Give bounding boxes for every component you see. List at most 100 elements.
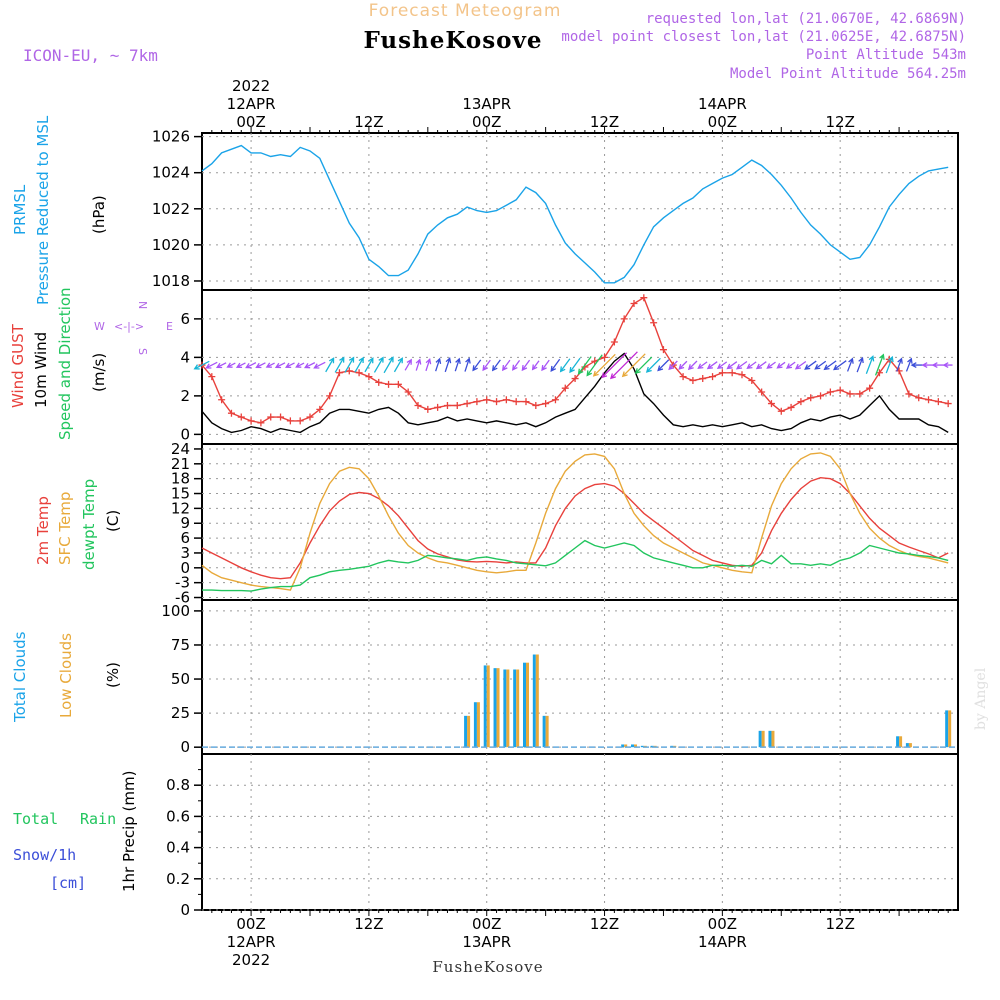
total-cloud-bar: [945, 710, 949, 748]
gust-point: [522, 398, 530, 406]
wind-arrow: [823, 360, 837, 371]
wind-unit-label: (m/s): [90, 353, 108, 392]
wind-arrow: [856, 356, 864, 373]
total-cloud-bar: [513, 669, 517, 748]
bottom-time-label: 12Z: [354, 915, 383, 933]
wind-arrow: [313, 361, 326, 369]
low-cloud-bar: [506, 669, 510, 748]
wind-arrow: [255, 362, 266, 369]
gust-point: [738, 371, 746, 379]
gust-point: [404, 388, 412, 396]
series-layer: [193, 144, 958, 748]
bottom-time-label: 12APR: [227, 933, 276, 951]
bottom-time-label: 12Z: [590, 915, 619, 933]
temp-dewpt-label: dewpt Temp: [80, 479, 98, 570]
temp-2m-label: 2m Temp: [34, 496, 52, 565]
prmsl-unit-label: (hPa): [90, 195, 108, 234]
total-cloud-bar: [493, 668, 497, 748]
total-cloud-bar: [473, 702, 477, 748]
y-tick-label: 0.8: [166, 776, 190, 794]
wind-arrow: [766, 361, 776, 369]
wind-arrow: [785, 361, 796, 369]
wind-arrow: [193, 360, 210, 370]
y-tick-label: 1026: [152, 128, 190, 146]
total-cloud-bar: [621, 744, 625, 748]
wind-arrow: [896, 357, 903, 372]
wind-arrow: [521, 359, 531, 372]
low-cloud-bar: [467, 715, 471, 748]
temp-sfc-label: SFC Temp: [56, 492, 74, 565]
wind-arrow: [621, 353, 646, 378]
y-tick-label: 0.2: [166, 870, 190, 888]
gust-point: [905, 390, 913, 398]
gust-point: [335, 369, 343, 377]
wind-arrow: [874, 353, 885, 376]
wind-arrow: [592, 353, 616, 377]
low-cloud-bar: [535, 654, 539, 748]
y-tick-label: -3: [175, 574, 190, 592]
gust-point: [443, 402, 451, 409]
rain-label: Rain: [80, 810, 116, 828]
wind-arrow: [645, 357, 661, 373]
wind-arrow: [687, 360, 698, 371]
wind-arrow: [846, 357, 854, 372]
top-time-label: 00Z: [708, 113, 737, 131]
wind-arrow: [303, 362, 316, 369]
temp-labels: 2m Temp SFC Temp dewpt Temp (C): [34, 479, 122, 570]
wind-arrow: [491, 359, 501, 372]
gust-point: [473, 398, 481, 406]
y-tick-label: 0: [180, 559, 190, 577]
wind-arrow: [804, 360, 817, 370]
gust-point: [679, 373, 687, 381]
bottom-time-label: 12Z: [825, 915, 854, 933]
gust-point: [424, 405, 432, 413]
wind-arrow: [354, 356, 364, 373]
gust-point: [689, 376, 697, 384]
wind-arrow: [454, 357, 461, 372]
wind-arrow: [634, 356, 653, 375]
wind-arrow: [435, 357, 442, 372]
y-tick-label: 3: [180, 544, 190, 562]
total-label: Total: [13, 810, 58, 828]
wind-arrow: [472, 359, 482, 372]
wind-arrow: [833, 360, 847, 371]
compass-s: S: [136, 348, 149, 355]
wind-arrow: [531, 360, 540, 371]
series-line-sfc-temp: [201, 452, 949, 591]
y-tick-label: 1024: [152, 164, 190, 182]
wind-arrow: [364, 357, 374, 373]
wind-desc-label: Speed and Direction: [56, 287, 74, 440]
gust-point: [326, 392, 334, 400]
wind-arrow: [678, 360, 688, 370]
wind-arrow: [334, 356, 345, 373]
wind-arrow: [577, 356, 592, 375]
gust-point: [610, 338, 618, 346]
gust-point: [227, 409, 235, 417]
series-line-dewpt-temp: [202, 539, 949, 592]
y-tick-label: -6: [175, 589, 190, 607]
cloud-labels: Total Clouds Low Clouds (%): [11, 631, 122, 723]
gust-point: [699, 375, 707, 383]
wind-arrow: [706, 361, 718, 370]
series-line-2m-temp: [201, 476, 949, 580]
low-cloud-bar: [908, 743, 912, 748]
top-time-label: 12APR: [227, 95, 276, 113]
requested-point: requested lon,lat (21.0670E, 42.6869N): [646, 11, 966, 27]
gust-point: [866, 384, 874, 392]
snow-label: Snow/1h: [13, 846, 76, 864]
gust-point: [286, 417, 294, 425]
gust-point: [394, 380, 402, 388]
gust-point: [561, 384, 569, 392]
gust-point: [709, 373, 717, 381]
wind-arrow: [425, 357, 432, 372]
y-tick-label: 100: [161, 602, 190, 620]
total-cloud-bar: [503, 669, 507, 748]
wind-arrow: [550, 358, 561, 372]
low-cloud-bar: [486, 665, 490, 748]
low-cloud-bar: [516, 669, 520, 748]
gust-point: [296, 417, 304, 425]
gust-point: [915, 394, 923, 402]
compass-rose: N S W E <-|->: [94, 301, 173, 355]
gust-point: [493, 398, 501, 406]
